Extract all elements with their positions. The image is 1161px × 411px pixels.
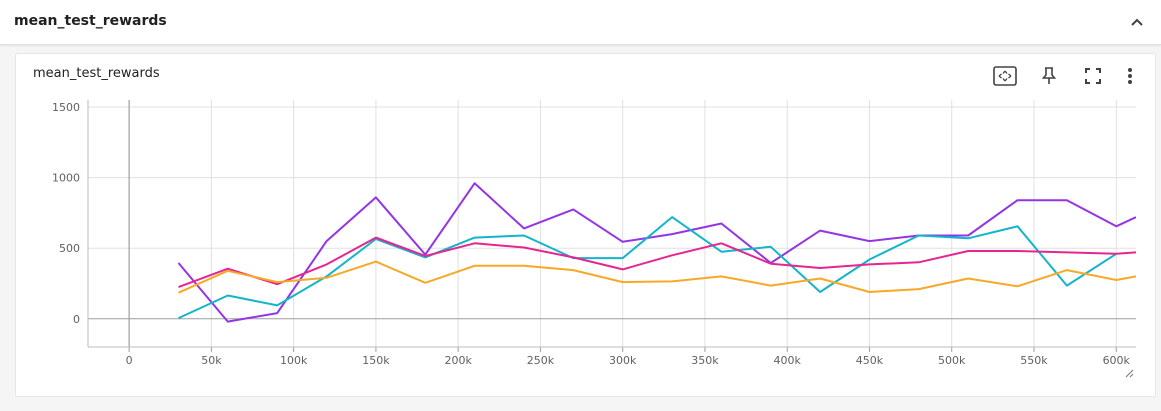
y-tick-label: 1500 <box>52 101 80 114</box>
series-line-3[interactable] <box>178 236 1137 288</box>
more-vert-icon <box>1128 68 1132 84</box>
chart-card: mean_test_rewards <box>15 53 1156 397</box>
series-line-2[interactable] <box>178 216 1117 320</box>
x-tick-label: 300k <box>609 354 637 367</box>
x-tick-label: 600k <box>1103 354 1131 367</box>
x-tick-label: 100k <box>280 354 308 367</box>
pin-button[interactable] <box>1027 63 1071 89</box>
x-tick-label: 550k <box>1020 354 1048 367</box>
x-tick-label: 250k <box>527 354 555 367</box>
more-options-button[interactable] <box>1115 63 1145 89</box>
fullscreen-button[interactable] <box>1071 63 1115 89</box>
chevron-up-icon <box>1131 18 1143 26</box>
x-tick-label: 200k <box>444 354 472 367</box>
series-line-1[interactable] <box>177 182 1137 323</box>
x-tick-label: 350k <box>691 354 719 367</box>
x-tick-label: 50k <box>201 354 222 367</box>
y-tick-label: 1000 <box>52 172 80 185</box>
line-chart[interactable]: 0 50k 100k 150k 200k 250k 300k 350k 400k 450k 500k… <box>16 54 1155 396</box>
x-tick-label: 500k <box>938 354 966 367</box>
x-tick-label: 400k <box>774 354 802 367</box>
chart-card-title: mean_test_rewards <box>33 66 160 81</box>
fit-to-domain-icon <box>993 66 1017 86</box>
section-title: mean_test_rewards <box>14 13 167 29</box>
fit-to-domain-button[interactable] <box>983 63 1027 89</box>
series-line-4[interactable] <box>178 260 1137 294</box>
x-tick-label: 0 <box>126 354 133 367</box>
y-tick-label: 500 <box>59 242 80 255</box>
collapse-button[interactable] <box>1123 8 1151 36</box>
resize-handle-icon[interactable] <box>1125 369 1134 378</box>
x-tick-label: 150k <box>362 354 390 367</box>
fullscreen-icon <box>1085 68 1101 84</box>
chart-toolbar <box>983 63 1145 89</box>
chart-grid <box>88 100 1136 347</box>
x-tick-label: 450k <box>856 354 884 367</box>
y-tick-label: 0 <box>73 313 80 326</box>
chart-axes <box>87 100 1136 352</box>
chart-series <box>177 182 1137 323</box>
pin-icon <box>1042 67 1056 84</box>
section-header: mean_test_rewards <box>0 0 1161 45</box>
chart-tick-labels: 0 50k 100k 150k 200k 250k 300k 350k 400k 450k 500k… <box>52 101 1131 367</box>
